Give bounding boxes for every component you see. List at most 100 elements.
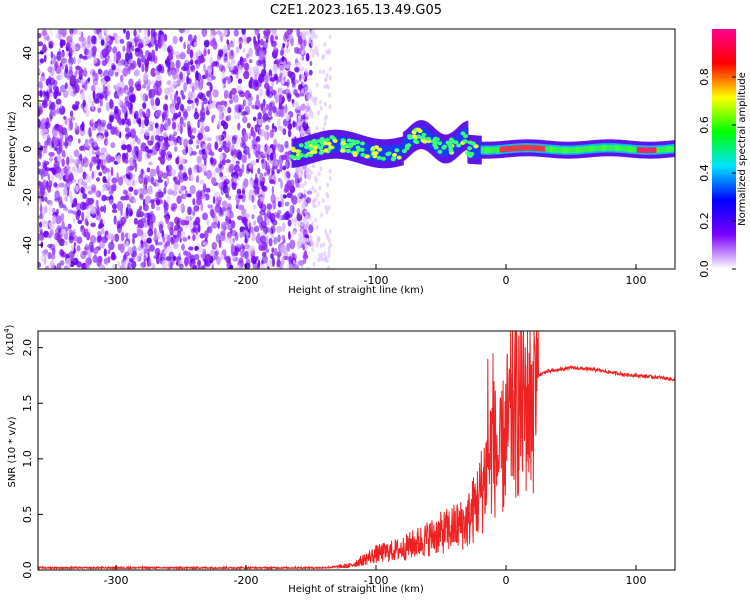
spectrogram-noise-blob: [48, 100, 53, 109]
spectrogram-noise-blob: [150, 36, 154, 42]
spectrogram-noise-blob: [232, 175, 238, 184]
signal-band-peak: [328, 145, 334, 150]
spectrogram-noise-blob: [58, 105, 66, 116]
spectrogram-noise-blob: [187, 105, 192, 112]
spectrogram-noise-blob: [168, 135, 172, 141]
spectrogram-noise-blob: [284, 201, 290, 207]
spectrogram-ytick-label: 40: [21, 46, 34, 60]
signal-band-peak: [445, 140, 451, 145]
spectrogram-noise-blob: [176, 155, 180, 163]
spectrogram-noise-blob: [325, 114, 328, 120]
spectrogram-noise-blob: [147, 175, 154, 183]
spectrogram-noise-blob: [43, 144, 48, 154]
signal-band-peak: [473, 144, 479, 149]
spectrogram-noise-blob: [109, 156, 116, 162]
spectrogram-noise-blob: [79, 53, 83, 59]
spectrogram-noise-blob: [86, 53, 92, 60]
spectrogram-noise-blob: [230, 243, 236, 253]
signal-band-peak: [433, 145, 439, 150]
spectrogram-noise-blob: [286, 79, 290, 88]
signal-band-peak: [332, 138, 338, 143]
spectrogram-noise-blob: [280, 179, 283, 189]
spectrogram-noise-blob: [263, 60, 266, 70]
spectrogram-noise-blob: [144, 195, 152, 205]
spectrogram-noise-blob: [176, 230, 182, 238]
signal-band-peak: [346, 138, 352, 143]
spectrogram-noise-blob: [317, 237, 321, 242]
spectrogram-noise-blob: [146, 56, 150, 62]
spectrogram-noise-blob: [229, 99, 233, 105]
spectrogram-noise-blob: [293, 89, 298, 96]
spectrogram-noise-blob: [158, 30, 163, 36]
spectrogram-noise-blob: [96, 150, 101, 155]
spectrogram-noise-blob: [47, 66, 53, 73]
spectrogram-noise-blob: [285, 161, 289, 169]
spectrogram-noise-blob: [171, 99, 175, 106]
spectrogram-noise-blob: [157, 39, 162, 50]
spectrogram-noise-blob: [87, 77, 91, 82]
spectrogram-noise-blob: [262, 40, 268, 50]
spectrogram-noise-blob: [98, 224, 102, 230]
spectrogram-noise-blob: [193, 111, 200, 120]
spectrogram-noise-blob: [66, 156, 70, 166]
colorbar-label: Normalized spectral amplitude: [737, 72, 748, 226]
spectrogram-noise-blob: [281, 256, 285, 266]
spectrogram-noise-blob: [302, 81, 306, 87]
spectrogram-noise-blob: [88, 148, 92, 158]
spectrogram-noise-blob: [263, 172, 267, 177]
spectrogram-noise-blob: [161, 172, 169, 179]
spectrogram-noise-blob: [184, 29, 190, 35]
signal-band-peak: [350, 139, 356, 144]
spectrogram-noise-blob: [270, 34, 274, 44]
spectrogram-noise-blob: [196, 144, 200, 149]
snr-xtick-label: -200: [234, 574, 259, 587]
spectrogram-noise-blob: [268, 237, 273, 247]
spectrogram-noise-blob: [133, 217, 138, 225]
spectrogram-noise-blob: [123, 254, 127, 260]
spectrogram-noise-blob: [264, 75, 269, 84]
spectrogram-noise-blob: [96, 205, 100, 216]
spectrogram-noise-blob: [248, 59, 253, 64]
spectrogram-noise-blob: [166, 244, 174, 253]
spectrogram-noise-blob: [48, 151, 55, 157]
spectrogram-noise-blob: [243, 132, 249, 143]
spectrogram-noise-blob: [256, 186, 260, 195]
spectrogram-noise-blob: [252, 130, 256, 139]
spectrogram-noise-blob: [79, 145, 85, 152]
spectrogram-noise-blob: [101, 164, 105, 169]
spectrogram-noise-blob: [195, 70, 199, 81]
spectrogram-noise-blob: [209, 156, 214, 164]
spectrogram-noise-blob: [257, 117, 263, 126]
spectrogram-noise-blob: [57, 124, 64, 134]
spectrogram-noise-blob: [323, 42, 327, 47]
spectrogram-noise-blob: [163, 112, 168, 121]
spectrogram-noise-blob: [248, 47, 253, 58]
spectrogram-noise-blob: [67, 223, 72, 229]
spectrogram-noise-blob: [306, 190, 313, 195]
spectrogram-noise-blob: [63, 187, 68, 196]
spectrogram-noise-blob: [260, 203, 267, 213]
spectrogram-noise-blob: [110, 166, 114, 177]
spectrogram-noise-blob: [68, 251, 75, 259]
spectrogram-noise-blob: [74, 197, 77, 207]
signal-band-peak: [425, 136, 431, 141]
spectrogram-noise-blob: [288, 257, 293, 265]
spectrogram-noise-blob: [74, 101, 80, 106]
spectrogram-noise-blob: [67, 209, 73, 214]
spectrogram-noise-blob: [177, 179, 181, 186]
svg-text:(x104): (x104): [3, 324, 16, 355]
spectrogram-noise-blob: [255, 255, 259, 261]
spectrogram-noise-blob: [200, 253, 206, 259]
spectrogram-noise-blob: [163, 206, 168, 216]
spectrogram-noise-blob: [271, 256, 275, 267]
spectrogram-noise-blob: [143, 221, 149, 228]
spectrogram-noise-blob: [248, 245, 256, 251]
spectrogram-noise-blob: [179, 52, 186, 60]
spectrogram-noise-blob: [175, 183, 182, 192]
spectrogram-noise-blob: [216, 256, 221, 266]
spectrogram-noise-blob: [73, 149, 80, 158]
spectrogram-noise-blob: [103, 29, 109, 34]
signal-band-peak: [381, 156, 386, 161]
spectrogram-noise-blob: [47, 173, 51, 181]
